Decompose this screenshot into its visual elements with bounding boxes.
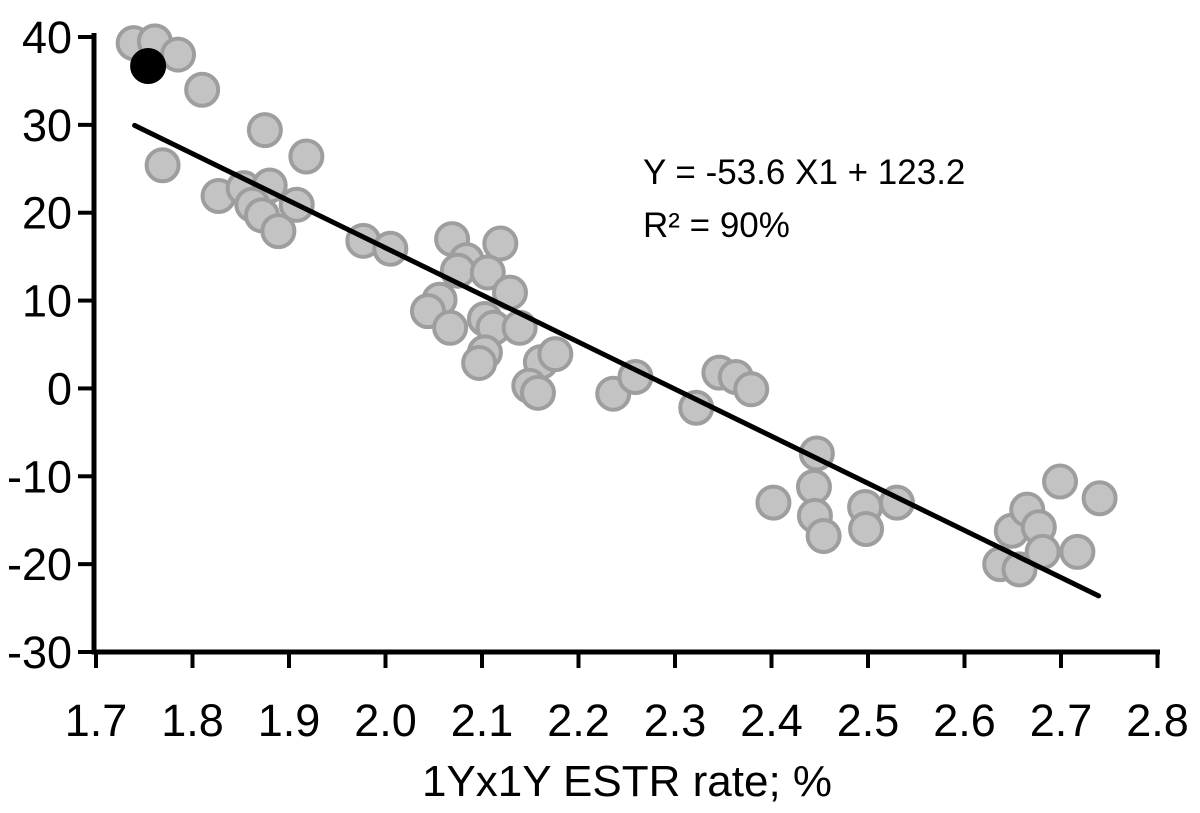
x-tick-label: 1.8	[161, 695, 224, 746]
x-tick-label: 2.8	[1126, 695, 1189, 746]
data-point	[246, 112, 283, 149]
highlight-point	[130, 47, 167, 84]
data-point	[482, 225, 519, 262]
x-tick-label: 2.5	[837, 695, 900, 746]
data-point	[432, 309, 469, 346]
y-tick-label: 10	[22, 276, 72, 327]
data-point	[469, 254, 506, 291]
x-tick-label: 1.9	[258, 695, 321, 746]
data-point	[144, 147, 181, 184]
data-point	[288, 138, 325, 175]
x-tick-label: 2.7	[1030, 695, 1093, 746]
data-point	[1059, 533, 1096, 570]
y-tick-label: 40	[22, 12, 72, 63]
x-tick-label: 2.6	[933, 695, 996, 746]
data-point	[848, 510, 885, 547]
y-tick-label: 30	[22, 100, 72, 151]
data-point	[755, 484, 792, 521]
y-tick-label: -10	[7, 451, 72, 502]
data-point	[1042, 463, 1079, 500]
data-point	[184, 71, 221, 108]
data-point	[1081, 480, 1118, 517]
r-squared-value: R² = 90%	[643, 206, 790, 246]
x-tick-label: 2.1	[451, 695, 514, 746]
y-tick-label: 20	[22, 188, 72, 239]
data-point	[733, 371, 770, 408]
x-tick-label: 2.0	[354, 695, 417, 746]
x-tick-label: 2.4	[740, 695, 803, 746]
regression-annotation: Y = -53.6 X1 + 123.2 R² = 90%	[643, 146, 965, 252]
regression-equation: Y = -53.6 X1 + 123.2	[643, 153, 966, 192]
data-point	[160, 36, 197, 73]
x-tick-label: 1.7	[65, 695, 128, 746]
data-point	[461, 344, 498, 381]
x-tick-label: 2.3	[644, 695, 707, 746]
data-point	[537, 336, 574, 373]
data-point	[519, 374, 556, 411]
x-axis-title: 1Yx1Y ESTR rate; %	[421, 757, 833, 806]
x-tick-label: 2.2	[547, 695, 610, 746]
trend-line	[132, 122, 1102, 599]
data-point	[805, 518, 842, 555]
y-tick-label: -30	[7, 627, 72, 678]
y-tick-label: 0	[47, 363, 72, 414]
y-tick-label: -20	[7, 539, 72, 590]
data-point	[260, 213, 297, 250]
